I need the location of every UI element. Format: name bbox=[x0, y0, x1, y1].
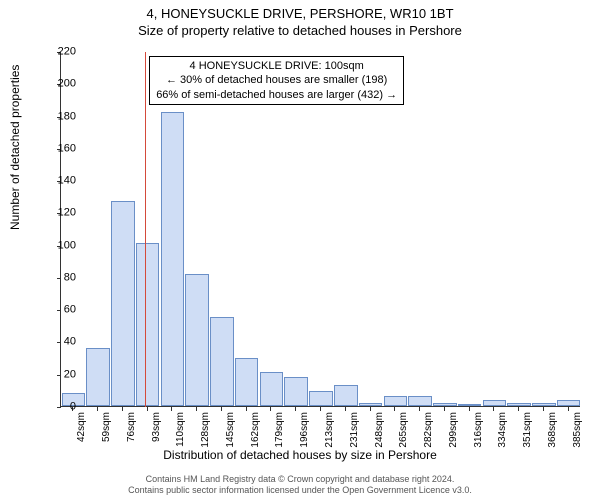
footer-line-2: Contains public sector information licen… bbox=[0, 485, 600, 496]
x-tick-mark bbox=[122, 407, 123, 411]
histogram-bar bbox=[408, 396, 432, 406]
histogram-bar bbox=[483, 400, 507, 406]
y-tick-label: 40 bbox=[46, 337, 76, 348]
x-tick-mark bbox=[295, 407, 296, 411]
x-tick-label: 385sqm bbox=[572, 412, 583, 448]
x-tick-label: 316sqm bbox=[473, 412, 484, 448]
annotation-line: 66% of semi-detached houses are larger (… bbox=[156, 88, 397, 102]
annotation-line: ← 30% of detached houses are smaller (19… bbox=[156, 73, 397, 87]
x-tick-mark bbox=[246, 407, 247, 411]
footer-line-1: Contains HM Land Registry data © Crown c… bbox=[0, 474, 600, 485]
y-tick-label: 60 bbox=[46, 305, 76, 316]
x-axis-label: Distribution of detached houses by size … bbox=[0, 448, 600, 462]
x-tick-label: 265sqm bbox=[398, 412, 409, 448]
x-tick-label: 248sqm bbox=[374, 412, 385, 448]
x-tick-label: 351sqm bbox=[522, 412, 533, 448]
histogram-bar bbox=[359, 403, 383, 406]
x-tick-mark bbox=[320, 407, 321, 411]
plot-rect: 4 HONEYSUCKLE DRIVE: 100sqm← 30% of deta… bbox=[60, 52, 580, 407]
x-tick-label: 334sqm bbox=[497, 412, 508, 448]
histogram-bar bbox=[433, 403, 457, 406]
x-tick-mark bbox=[493, 407, 494, 411]
histogram-bar bbox=[260, 372, 284, 406]
x-tick-label: 93sqm bbox=[151, 412, 162, 442]
x-tick-label: 162sqm bbox=[250, 412, 261, 448]
histogram-bar bbox=[309, 391, 333, 406]
chart-title-sub: Size of property relative to detached ho… bbox=[0, 21, 600, 38]
histogram-bar bbox=[334, 385, 358, 406]
y-tick-label: 20 bbox=[46, 369, 76, 380]
y-tick-label: 220 bbox=[46, 47, 76, 58]
annotation-box: 4 HONEYSUCKLE DRIVE: 100sqm← 30% of deta… bbox=[149, 56, 404, 105]
x-tick-label: 231sqm bbox=[349, 412, 360, 448]
x-tick-label: 42sqm bbox=[76, 412, 87, 442]
x-tick-mark bbox=[419, 407, 420, 411]
x-tick-mark bbox=[568, 407, 569, 411]
x-tick-mark bbox=[147, 407, 148, 411]
histogram-bar bbox=[86, 348, 110, 406]
footer-attribution: Contains HM Land Registry data © Crown c… bbox=[0, 474, 600, 496]
histogram-bar bbox=[284, 377, 308, 406]
x-tick-label: 196sqm bbox=[299, 412, 310, 448]
histogram-bar bbox=[161, 112, 185, 406]
x-tick-label: 368sqm bbox=[547, 412, 558, 448]
histogram-bar bbox=[235, 358, 259, 406]
y-tick-label: 120 bbox=[46, 208, 76, 219]
annotation-line: 4 HONEYSUCKLE DRIVE: 100sqm bbox=[156, 59, 397, 73]
x-tick-label: 282sqm bbox=[423, 412, 434, 448]
y-tick-label: 100 bbox=[46, 240, 76, 251]
chart-title-main: 4, HONEYSUCKLE DRIVE, PERSHORE, WR10 1BT bbox=[0, 0, 600, 21]
x-tick-mark bbox=[97, 407, 98, 411]
x-tick-label: 59sqm bbox=[101, 412, 112, 442]
property-marker-line bbox=[145, 52, 146, 407]
x-tick-mark bbox=[518, 407, 519, 411]
y-tick-label: 80 bbox=[46, 272, 76, 283]
x-tick-mark bbox=[543, 407, 544, 411]
chart-plot-area: 4 HONEYSUCKLE DRIVE: 100sqm← 30% of deta… bbox=[60, 52, 580, 407]
x-tick-mark bbox=[270, 407, 271, 411]
histogram-bar bbox=[458, 404, 482, 406]
y-axis-label: Number of detached properties bbox=[8, 65, 22, 230]
x-tick-mark bbox=[221, 407, 222, 411]
x-tick-label: 110sqm bbox=[175, 412, 186, 447]
x-tick-label: 299sqm bbox=[448, 412, 459, 448]
histogram-bar bbox=[185, 274, 209, 406]
x-tick-mark bbox=[444, 407, 445, 411]
y-tick-label: 200 bbox=[46, 79, 76, 90]
x-tick-label: 179sqm bbox=[274, 412, 285, 448]
x-tick-mark bbox=[370, 407, 371, 411]
y-tick-label: 160 bbox=[46, 143, 76, 154]
x-tick-mark bbox=[469, 407, 470, 411]
x-tick-mark bbox=[394, 407, 395, 411]
y-tick-label: 140 bbox=[46, 176, 76, 187]
x-tick-label: 128sqm bbox=[200, 412, 211, 448]
histogram-bar bbox=[210, 317, 234, 406]
histogram-bar bbox=[557, 400, 581, 406]
x-tick-mark bbox=[345, 407, 346, 411]
histogram-bar bbox=[532, 403, 556, 406]
histogram-bar bbox=[136, 243, 160, 406]
x-tick-label: 76sqm bbox=[126, 412, 137, 442]
x-tick-mark bbox=[171, 407, 172, 411]
y-tick-label: 0 bbox=[46, 402, 76, 413]
x-tick-label: 145sqm bbox=[225, 412, 236, 448]
histogram-bar bbox=[384, 396, 408, 406]
x-tick-label: 213sqm bbox=[324, 412, 335, 448]
histogram-bar bbox=[111, 201, 135, 406]
y-tick-label: 180 bbox=[46, 111, 76, 122]
x-tick-mark bbox=[196, 407, 197, 411]
histogram-bar bbox=[507, 403, 531, 406]
